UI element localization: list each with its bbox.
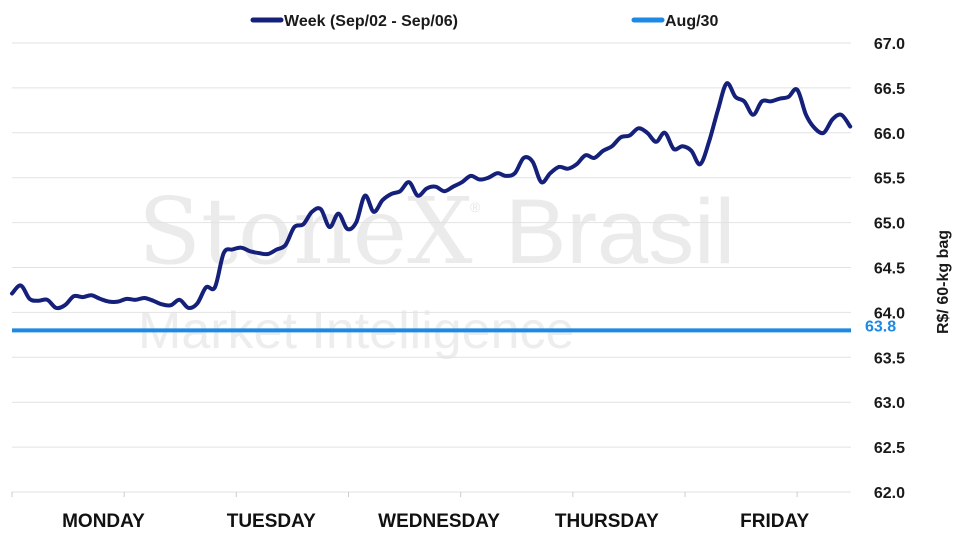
watermark-brand-light: Brasil: [505, 181, 735, 283]
x-axis: MONDAY TUESDAY WEDNESDAY THURSDAY FRIDAY: [11, 492, 809, 532]
y-tick-label: 66.5: [874, 81, 905, 98]
x-category-label: WEDNESDAY: [378, 511, 500, 532]
y-tick-label: 62.0: [874, 485, 905, 502]
series-line-week: [10, 81, 853, 311]
y-tick-label: 63.0: [874, 395, 905, 412]
y-axis-ticks: 62.0 62.5 63.0 63.5 64.0 64.5 65.0 65.5 66.0 66.5…: [874, 36, 905, 502]
y-tick-label: 63.5: [874, 350, 905, 367]
series-group: [10, 81, 853, 311]
reference-line-group: 63.8: [12, 318, 896, 335]
watermark-registered: ®: [470, 199, 481, 215]
y-tick-label: 66.0: [874, 126, 905, 143]
grid-lines: [12, 42, 851, 493]
y-tick-label: 65.5: [874, 171, 905, 188]
y-tick-label: 64.0: [874, 305, 905, 322]
legend-label-week: Week (Sep/02 - Sep/06): [284, 13, 458, 30]
y-tick-label: 65.0: [874, 216, 905, 233]
legend-label-aug30: Aug/30: [665, 13, 718, 30]
x-category-label: THURSDAY: [555, 511, 659, 532]
y-tick-label: 64.5: [874, 261, 905, 278]
x-category-label: FRIDAY: [740, 511, 809, 532]
x-category-label: MONDAY: [62, 511, 145, 532]
legend: Week (Sep/02 - Sep/06) Aug/30: [250, 13, 718, 30]
y-tick-label: 62.5: [874, 440, 905, 457]
y-tick-label: 67.0: [874, 36, 905, 53]
watermark: StoneX ® Brasil Market Intelligence: [138, 178, 735, 360]
x-category-label: TUESDAY: [227, 511, 316, 532]
y-axis-title: R$/ 60-kg bag: [935, 230, 952, 334]
reference-line-label: 63.8: [865, 318, 896, 335]
